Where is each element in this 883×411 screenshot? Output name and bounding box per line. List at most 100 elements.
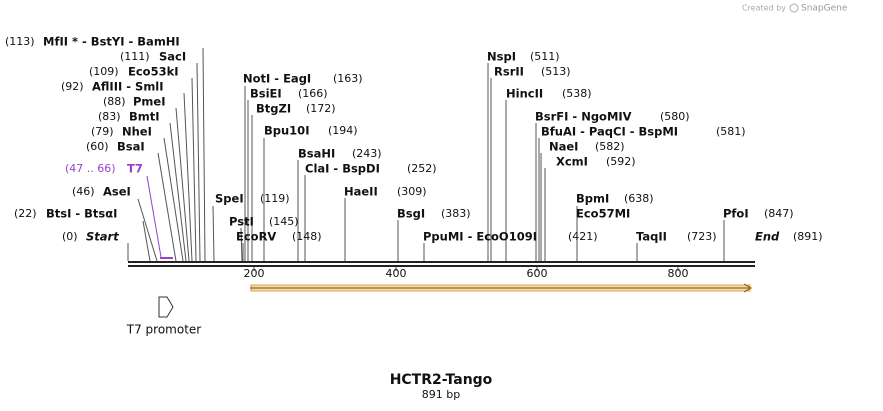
site-position: (92)	[61, 80, 84, 93]
leader-line	[212, 205, 215, 262]
site-position: (513)	[541, 65, 571, 78]
site-position: (580)	[660, 110, 690, 123]
site-name: HincII	[506, 87, 543, 101]
credit: Created by	[742, 4, 786, 13]
leader-line	[137, 198, 158, 262]
site-position: (421)	[568, 230, 598, 243]
ruler-label: 600	[527, 267, 548, 280]
ruler-label: 200	[244, 267, 265, 280]
ruler-label: 400	[386, 267, 407, 280]
site-name: BmtI	[129, 110, 160, 124]
site-position: (194)	[328, 124, 358, 137]
t7-site	[160, 257, 173, 259]
site-position: (0)	[62, 230, 78, 243]
site-name: EcoRV	[236, 230, 276, 244]
leader-line	[169, 122, 187, 262]
site-name: AflIII - SmlI	[92, 80, 164, 94]
logo	[789, 3, 799, 13]
leader-line	[240, 227, 243, 262]
promoter-arrow	[158, 296, 174, 318]
site-position: (847)	[764, 207, 794, 220]
site-name: PstI	[229, 215, 254, 229]
backbone	[128, 265, 755, 267]
backbone	[128, 261, 755, 263]
orf-arrow-line	[250, 283, 753, 293]
feature-label: T7 promoter	[126, 323, 202, 337]
site-name: RsrII	[494, 65, 524, 79]
site-name: HaeII	[344, 185, 378, 199]
leader-line	[191, 77, 197, 262]
site-name: Bpu10I	[264, 124, 309, 138]
brand: SnapGene	[801, 4, 848, 14]
site-name: SpeI	[215, 192, 244, 206]
site-name: XcmI	[556, 155, 588, 169]
site-position: (581)	[716, 125, 746, 138]
site-name: AseI	[103, 185, 131, 199]
site-position: (79)	[91, 125, 114, 138]
site-position: (88)	[103, 95, 126, 108]
site-name: BsaHI	[298, 147, 335, 161]
site-name: BsaI	[117, 140, 145, 154]
site-name: SacI	[159, 50, 186, 64]
site-position: (538)	[562, 87, 592, 100]
site-name: End	[755, 230, 780, 244]
title: HCTR2-Tango	[390, 372, 493, 388]
site-name: BfuAI - PaqCI - BspMI	[541, 125, 678, 139]
ruler-label: 800	[668, 267, 689, 280]
leader-line	[142, 220, 151, 262]
site-position: (148)	[292, 230, 322, 243]
site-name: NspI	[487, 50, 516, 64]
site-position: (113)	[5, 35, 35, 48]
site-position: (163)	[333, 72, 363, 85]
site-position: (83)	[98, 110, 121, 123]
site-position: (145)	[269, 215, 299, 228]
site-name: Start	[86, 230, 119, 244]
site-name: BsrFI - NgoMIV	[535, 110, 632, 124]
t7-leader	[146, 175, 162, 258]
site-name: ClaI - BspDI	[305, 162, 380, 176]
leader-line	[202, 47, 206, 262]
site-name: PfoI	[723, 207, 749, 221]
site-position: (111)	[120, 50, 150, 63]
site-position: (252)	[407, 162, 437, 175]
length: 891 bp	[422, 388, 460, 401]
leader-line	[175, 107, 190, 262]
site-position: (119)	[260, 192, 290, 205]
site-position: (511)	[530, 50, 560, 63]
site-name: MfII * - BstYI - BamHI	[43, 35, 180, 49]
site-name: NaeI	[549, 140, 578, 154]
leader-line	[157, 152, 177, 262]
site-name: BtsI - BtsαI	[46, 207, 117, 221]
site-position: (46)	[72, 185, 95, 198]
site-name: NheI	[122, 125, 152, 139]
site-position: (592)	[606, 155, 636, 168]
site-position: (638)	[624, 192, 654, 205]
site-name: T7	[127, 162, 143, 176]
leader-line	[196, 62, 201, 262]
site-position: (166)	[298, 87, 328, 100]
site-position: (309)	[397, 185, 427, 198]
leader-line	[183, 92, 193, 262]
leader-line	[163, 137, 184, 262]
site-position: (723)	[687, 230, 717, 243]
site-name: TaqII	[636, 230, 667, 244]
site-name: NotI - EagI	[243, 72, 311, 86]
site-position: (47 .. 66)	[65, 162, 116, 175]
site-name: Eco53kI	[128, 65, 179, 79]
site-name: Eco57MI	[576, 207, 630, 221]
site-position: (172)	[306, 102, 336, 115]
site-position: (582)	[595, 140, 625, 153]
site-position: (243)	[352, 147, 382, 160]
site-position: (22)	[14, 207, 37, 220]
site-name: BtgZI	[256, 102, 291, 116]
site-name: BpmI	[576, 192, 609, 206]
site-name: BsgI	[397, 207, 425, 221]
site-position: (109)	[89, 65, 119, 78]
site-position: (383)	[441, 207, 471, 220]
site-name: BsiEI	[250, 87, 282, 101]
site-name: PmeI	[133, 95, 166, 109]
site-name: PpuMI - EcoO109I	[423, 230, 537, 244]
site-position: (891)	[793, 230, 823, 243]
